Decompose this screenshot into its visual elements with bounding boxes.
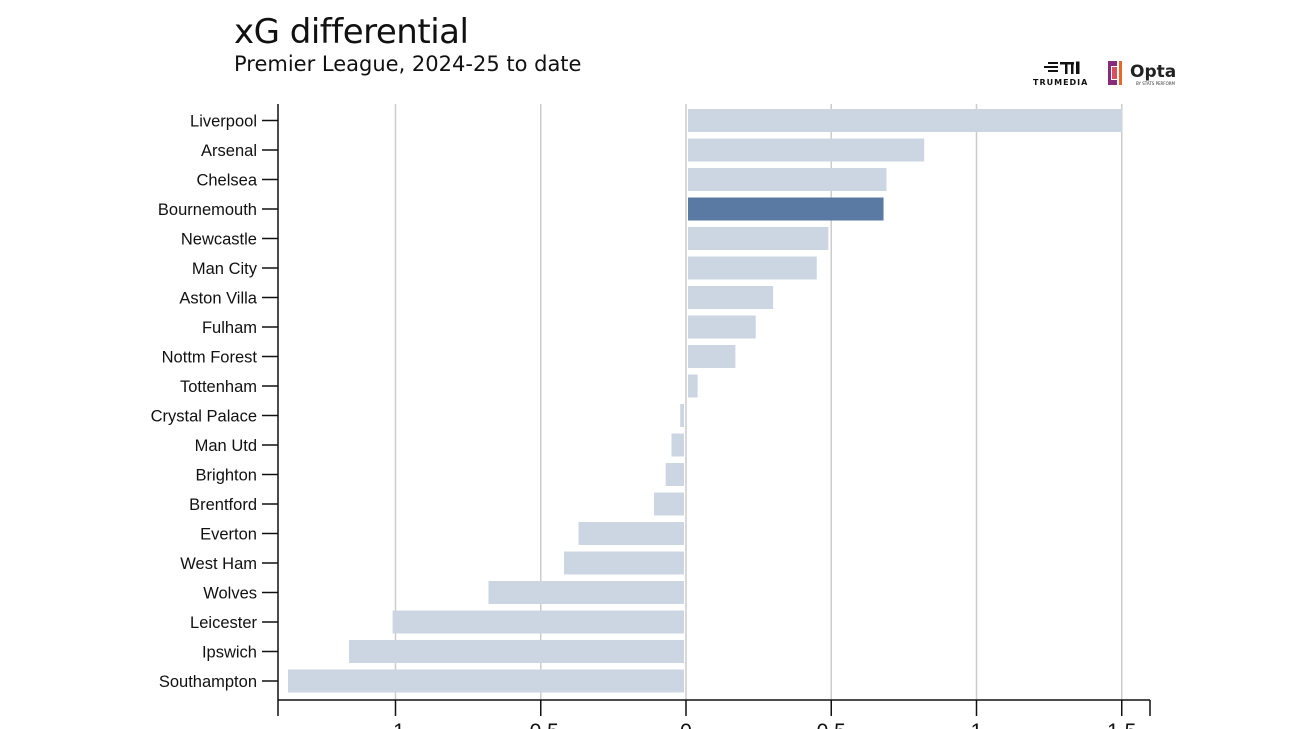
category-label: Chelsea [196, 172, 257, 190]
category-label: Nottm Forest [162, 349, 258, 367]
bar-brentford [654, 492, 684, 516]
opta-logo: Opta BY STATS PERFORM [1100, 58, 1190, 92]
x-tick-label: 1.5 [1107, 720, 1136, 729]
bar-liverpool [688, 109, 1122, 132]
trumedia-logo-text: TRUMEDIA [1033, 78, 1089, 87]
x-tick-labels: -1 -0.5 0 0.5 1 1.5 [386, 720, 1136, 729]
axes [262, 104, 1151, 716]
category-label: Man City [192, 260, 258, 278]
category-label: Crystal Palace [151, 408, 257, 426]
bar-aston-villa [688, 286, 774, 309]
bar-west-ham [563, 551, 684, 575]
bar-wolves [488, 581, 684, 604]
category-label: Brentford [189, 496, 257, 514]
category-label: Liverpool [190, 113, 257, 131]
trumedia-logo-icon [1044, 61, 1080, 74]
logos: TRUMEDIA Opta BY STATS PERFORM [1030, 58, 1190, 92]
bar-everton [578, 522, 684, 545]
chart-title: xG differential [234, 12, 469, 52]
category-label: Southampton [159, 673, 257, 691]
bar-nottm-forest [688, 345, 736, 368]
category-label: West Ham [180, 555, 257, 573]
category-label: Arsenal [201, 142, 257, 160]
x-tick-label: 1 [971, 720, 983, 729]
x-tick-label: -1 [386, 720, 405, 729]
category-label: Newcastle [181, 231, 257, 249]
opta-logo-subtext: BY STATS PERFORM [1136, 81, 1175, 86]
bar-leicester [392, 610, 684, 634]
category-label: Aston Villa [179, 290, 257, 308]
bar-brighton [665, 463, 684, 486]
trumedia-logo: TRUMEDIA [1030, 58, 1092, 92]
bar-tottenham [688, 374, 698, 398]
chart-subtitle: Premier League, 2024-25 to date [234, 52, 582, 76]
category-label: Man Utd [195, 437, 257, 455]
category-label: Leicester [190, 614, 257, 632]
category-labels: Liverpool Arsenal Chelsea Bournemouth Newcas… [151, 113, 258, 692]
x-tick-label: -0.5 [523, 720, 559, 729]
bars [288, 109, 1122, 693]
category-label: Everton [200, 526, 257, 544]
category-label: Ipswich [202, 644, 257, 662]
bar-crystal-palace [680, 404, 684, 427]
bar-man-utd [671, 433, 684, 457]
bar-southampton [288, 669, 684, 693]
x-tick-label: 0 [680, 720, 692, 729]
bar-bournemouth [688, 197, 884, 221]
bar-fulham [688, 315, 756, 339]
bar-man-city [688, 256, 817, 280]
bar-chelsea [688, 168, 887, 191]
bar-arsenal [688, 138, 925, 162]
category-label: Fulham [202, 319, 257, 337]
category-label: Bournemouth [158, 201, 257, 219]
category-label: Brighton [196, 467, 257, 485]
bar-ipswich [349, 640, 684, 663]
category-label: Tottenham [180, 378, 257, 396]
category-label: Wolves [203, 585, 257, 603]
bar-newcastle [688, 227, 829, 250]
opta-logo-text: Opta [1130, 62, 1177, 82]
x-tick-label: 0.5 [817, 720, 846, 729]
opta-logo-icon [1108, 61, 1122, 85]
